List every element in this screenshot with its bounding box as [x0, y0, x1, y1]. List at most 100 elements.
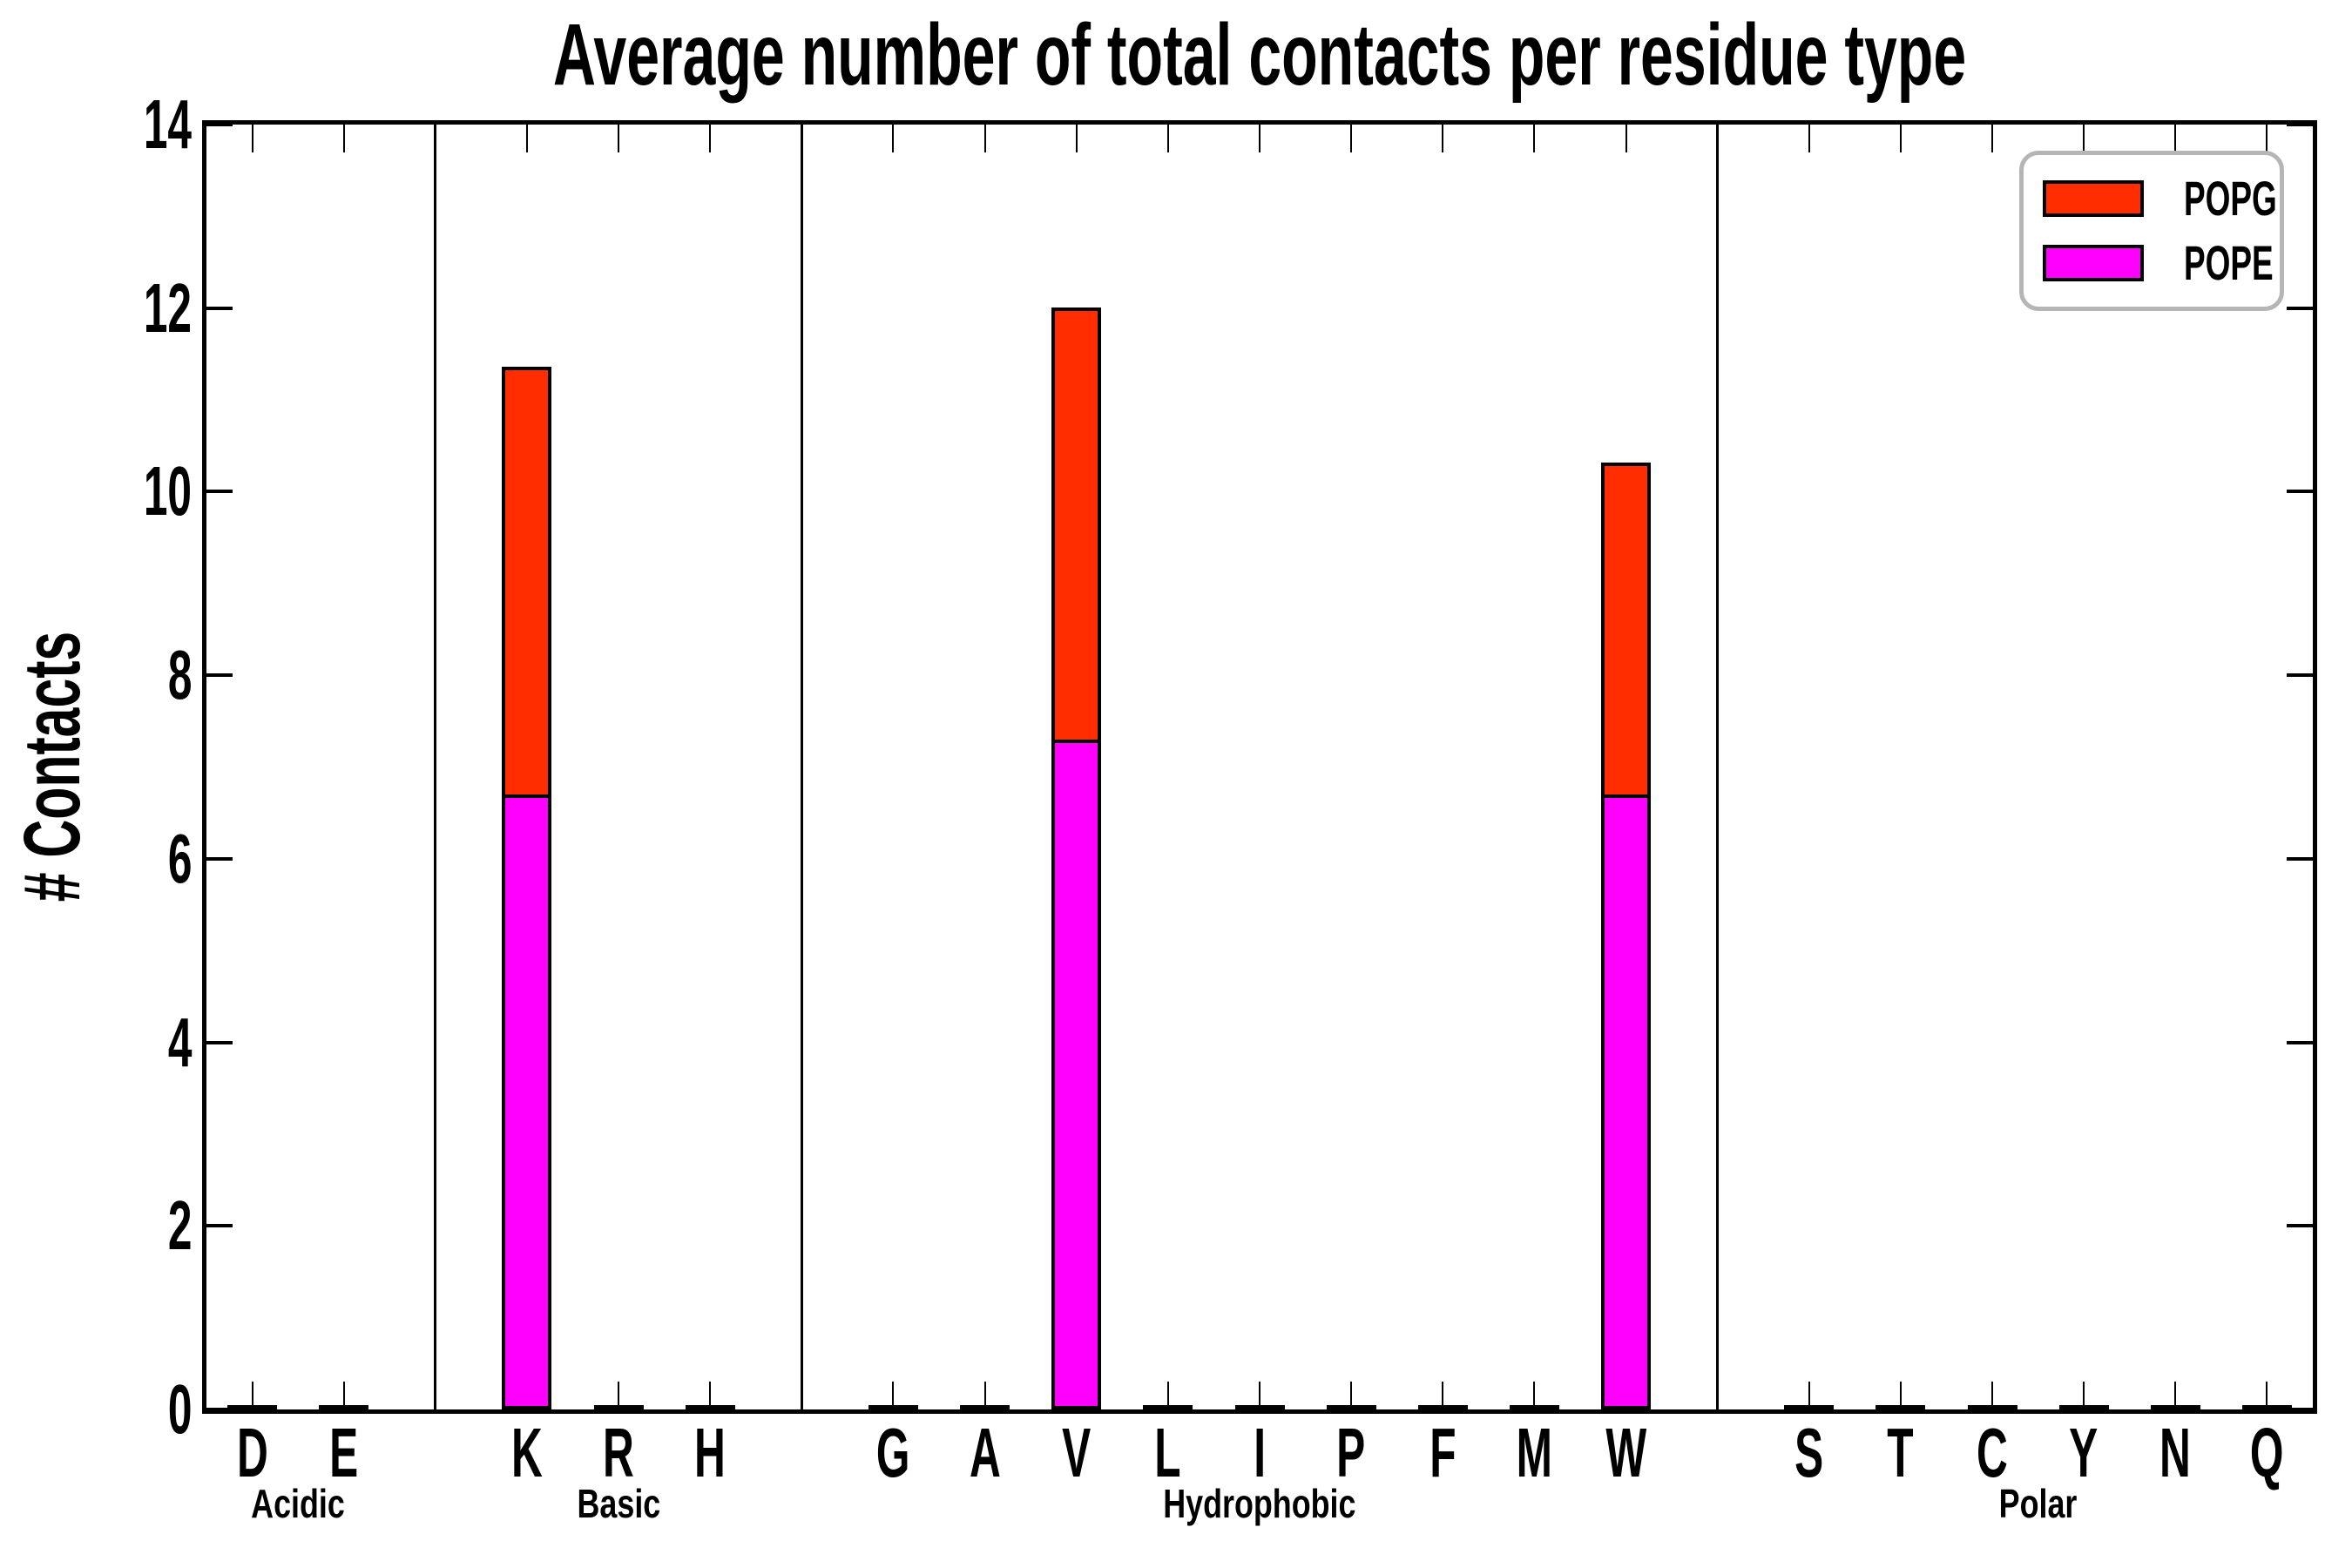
- x-tick-label-I: I: [1254, 1414, 1266, 1491]
- x-tick-bottom-I: [1259, 1382, 1260, 1409]
- bar-segment-popg-W: [1601, 463, 1652, 798]
- x-tick-top-Y: [2083, 125, 2085, 152]
- x-tick-top-L: [1166, 125, 1169, 152]
- x-tick-bottom-L: [1166, 1382, 1169, 1409]
- x-tick-label-M: M: [1516, 1414, 1553, 1491]
- legend: POPG POPE: [2019, 151, 2284, 311]
- y-tick-label-12: 12: [143, 268, 192, 347]
- y-tick-label-10: 10: [143, 452, 192, 531]
- bar-S: [1784, 125, 1835, 1409]
- legend-label-pope: POPE: [2184, 235, 2274, 290]
- legend-item-pope: POPE: [2043, 239, 2280, 287]
- bar-P: [1326, 125, 1376, 1409]
- x-tick-label-F: F: [1429, 1414, 1456, 1491]
- x-tick-label-V: V: [1062, 1414, 1092, 1491]
- bar-Q: [2241, 125, 2292, 1409]
- x-tick-top-R: [618, 125, 620, 152]
- x-tick-top-W: [1625, 125, 1627, 152]
- x-tick-top-A: [983, 125, 986, 152]
- x-tick-label-T: T: [1887, 1414, 1915, 1491]
- bar-L: [1143, 125, 1193, 1409]
- bar-F: [1417, 125, 1468, 1409]
- legend-label-popg: POPG: [2184, 171, 2277, 226]
- y-tick-left-8: [206, 673, 233, 678]
- x-tick-label-A: A: [969, 1414, 1001, 1491]
- x-tick-bottom-P: [1350, 1382, 1353, 1409]
- x-tick-top-K: [525, 125, 528, 152]
- x-tick-label-P: P: [1336, 1414, 1366, 1491]
- x-tick-top-D: [251, 125, 253, 152]
- x-tick-top-F: [1442, 125, 1444, 152]
- bar-G: [868, 125, 918, 1409]
- y-tick-right-8: [2287, 673, 2313, 678]
- plot-area: [202, 120, 2317, 1414]
- x-tick-top-M: [1533, 125, 1536, 152]
- bar-M: [1509, 125, 1559, 1409]
- x-tick-top-Q: [2266, 125, 2268, 152]
- bar-H: [685, 125, 735, 1409]
- x-tick-label-G: G: [876, 1414, 910, 1491]
- x-tick-bottom-K: [525, 1382, 528, 1409]
- x-tick-top-N: [2174, 125, 2177, 152]
- x-tick-top-H: [709, 125, 712, 152]
- bar-D: [227, 125, 278, 1409]
- x-tick-label-L: L: [1154, 1414, 1182, 1491]
- y-tick-label-2: 2: [167, 1186, 192, 1265]
- y-tick-label-14: 14: [143, 85, 192, 163]
- x-tick-bottom-F: [1442, 1382, 1444, 1409]
- legend-item-popg: POPG: [2043, 174, 2280, 223]
- x-tick-label-C: C: [1977, 1414, 2008, 1491]
- bar-R: [593, 125, 644, 1409]
- x-tick-bottom-S: [1808, 1382, 1810, 1409]
- x-tick-bottom-W: [1625, 1382, 1627, 1409]
- bar-K: [502, 125, 552, 1409]
- x-tick-label-E: E: [329, 1414, 359, 1491]
- y-tick-label-6: 6: [167, 819, 192, 897]
- x-tick-bottom-N: [2174, 1382, 2177, 1409]
- x-tick-top-S: [1808, 125, 1810, 152]
- y-tick-right-4: [2287, 1040, 2313, 1044]
- group-separator-2: [1716, 125, 1720, 1409]
- x-tick-label-H: H: [694, 1414, 727, 1491]
- group-label-acidic: Acidic: [251, 1481, 345, 1526]
- y-tick-left-6: [206, 856, 233, 861]
- bar-V: [1051, 125, 1102, 1409]
- bar-segment-popg-K: [502, 367, 552, 798]
- x-tick-label-D: D: [236, 1414, 268, 1491]
- legend-swatch-popg: [2043, 180, 2144, 217]
- y-tick-label-4: 4: [167, 1003, 192, 1081]
- x-tick-bottom-T: [1899, 1382, 1902, 1409]
- y-tick-left-2: [206, 1224, 233, 1228]
- y-tick-left-4: [206, 1040, 233, 1044]
- x-tick-bottom-Y: [2083, 1382, 2085, 1409]
- x-tick-top-E: [342, 125, 345, 152]
- bar-A: [960, 125, 1010, 1409]
- group-label-polar: Polar: [1998, 1481, 2078, 1526]
- y-tick-left-12: [206, 306, 233, 310]
- y-tick-label-0: 0: [167, 1370, 192, 1448]
- x-tick-bottom-E: [342, 1382, 345, 1409]
- bar-Y: [2058, 125, 2109, 1409]
- x-tick-bottom-H: [709, 1382, 712, 1409]
- x-tick-bottom-G: [892, 1382, 895, 1409]
- x-tick-label-Q: Q: [2250, 1414, 2284, 1491]
- bar-W: [1601, 125, 1652, 1409]
- y-tick-right-0: [2287, 1408, 2313, 1411]
- y-tick-right-2: [2287, 1224, 2313, 1228]
- group-label-hydrophobic: Hydrophobic: [1163, 1481, 1356, 1526]
- chart-title: Average number of total contacts per res…: [552, 6, 1967, 104]
- x-tick-bottom-A: [983, 1382, 986, 1409]
- x-tick-top-P: [1350, 125, 1353, 152]
- x-tick-bottom-Q: [2266, 1382, 2268, 1409]
- bar-segment-pope-V: [1051, 740, 1102, 1409]
- y-tick-right-14: [2287, 123, 2313, 126]
- legend-swatch-pope: [2043, 245, 2144, 281]
- y-tick-left-10: [206, 490, 233, 494]
- y-tick-right-6: [2287, 856, 2313, 861]
- group-separator-1: [800, 125, 803, 1409]
- x-tick-top-G: [892, 125, 895, 152]
- x-tick-label-R: R: [603, 1414, 634, 1491]
- x-tick-label-K: K: [511, 1414, 543, 1491]
- bar-T: [1876, 125, 1926, 1409]
- bar-E: [319, 125, 369, 1409]
